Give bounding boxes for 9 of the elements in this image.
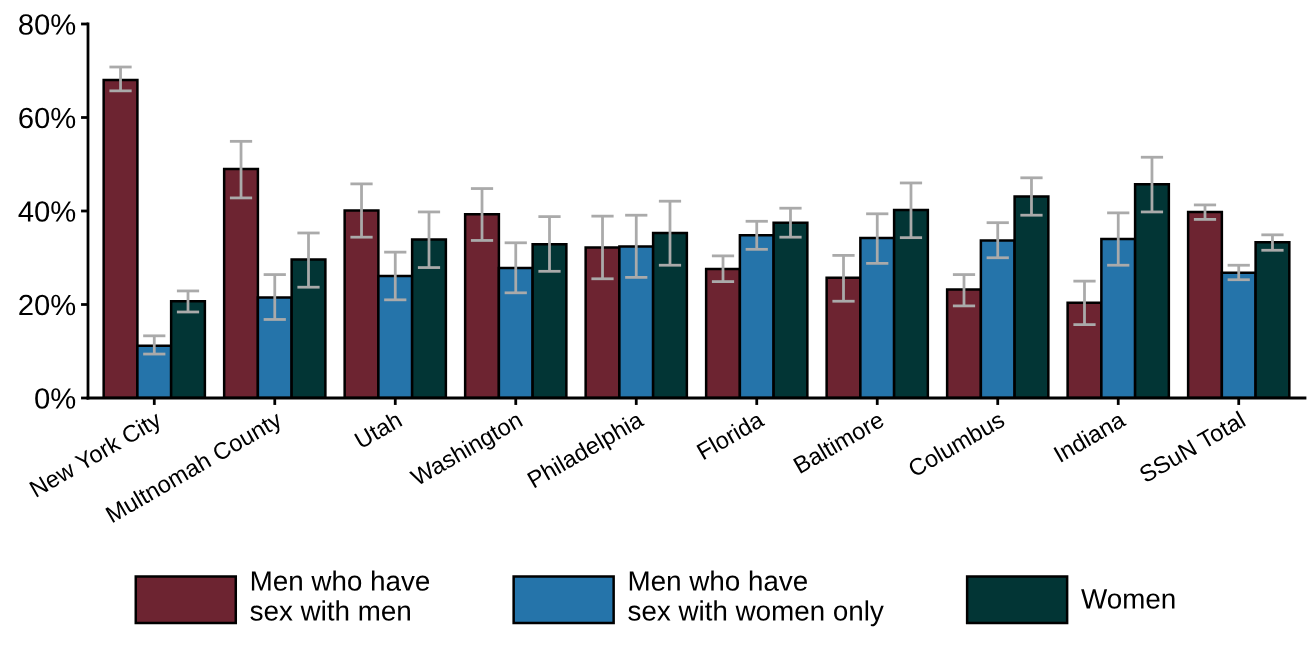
legend-label: Men who have sex with men (250, 570, 430, 621)
y-tick-label: 60% (19, 107, 76, 129)
y-tick-label: 40% (18, 201, 76, 222)
x-tick-label: Utah (353, 410, 403, 449)
y-tick-label: 0% (35, 388, 76, 409)
legend-label: Women (1081, 589, 1175, 609)
y-tick-label: 80% (19, 14, 76, 35)
y-tick-label: 20% (19, 294, 76, 316)
legend-label: Men who have sex with women only (628, 570, 884, 627)
